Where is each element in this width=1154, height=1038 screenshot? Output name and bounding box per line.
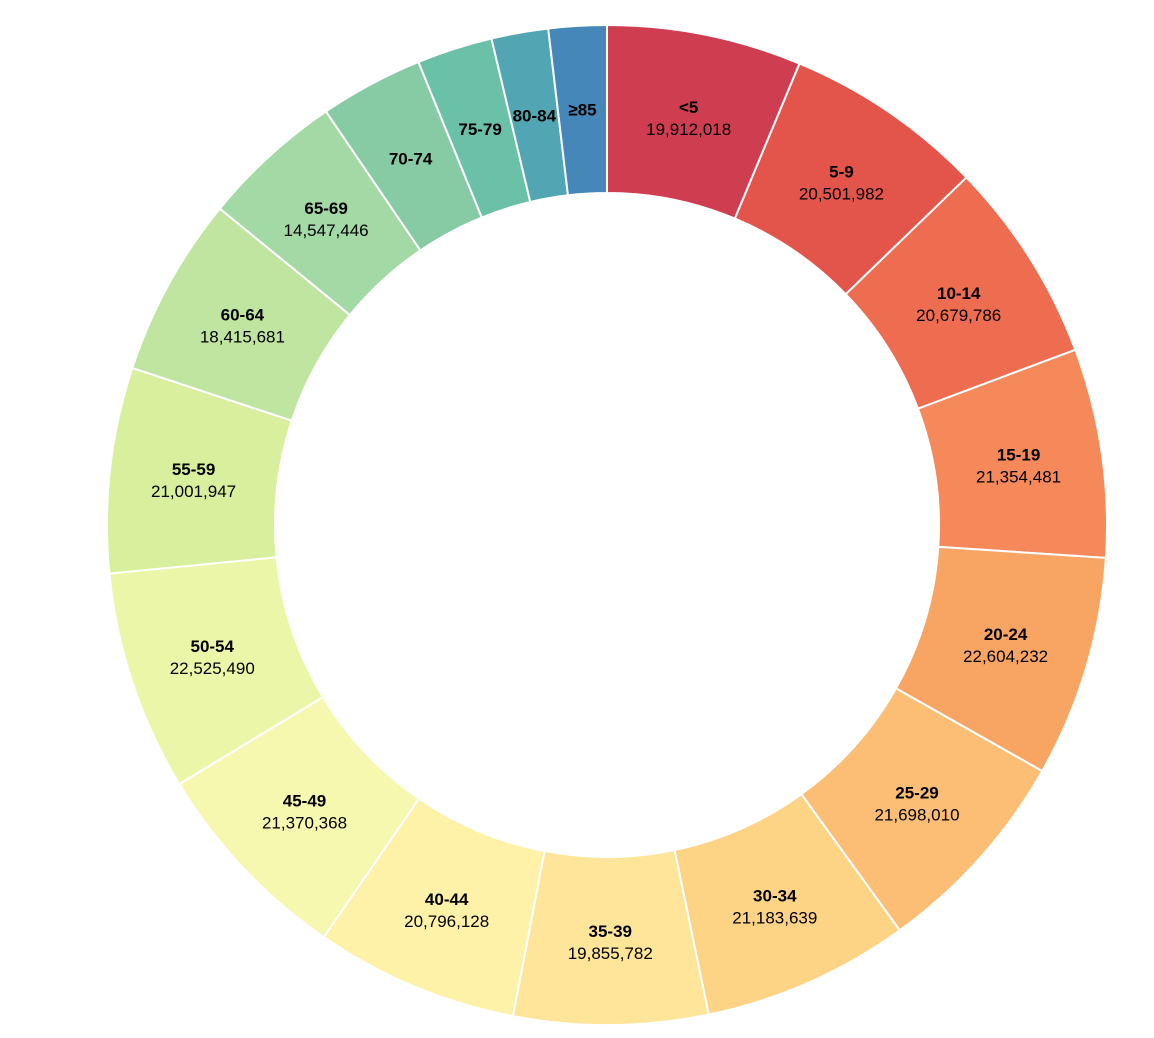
slice-label-10-14: 10-14 bbox=[937, 284, 981, 303]
slice-value-30-34: 21,183,639 bbox=[732, 909, 817, 928]
slice-label-75-79: 75-79 bbox=[458, 120, 501, 139]
slice-label-<5: <5 bbox=[679, 98, 698, 117]
slice-value-15-19: 21,354,481 bbox=[976, 467, 1061, 486]
slice-label-80-84: 80-84 bbox=[513, 106, 557, 125]
slice-value-25-29: 21,698,010 bbox=[874, 805, 959, 824]
slice-value-65-69: 14,547,446 bbox=[284, 221, 369, 240]
labels-group: <5 19,912,018 5-9 20,501,982 10-14 20,679,786… bbox=[151, 98, 1061, 963]
slice-label-50-54: 50-54 bbox=[190, 637, 234, 656]
slice-value-5-9: 20,501,982 bbox=[799, 184, 884, 203]
slice-label-5-9: 5-9 bbox=[829, 162, 854, 181]
slices-group bbox=[106, 23, 1108, 1026]
slice-value-55-59: 21,001,947 bbox=[151, 482, 236, 501]
slice-value-45-49: 21,370,368 bbox=[262, 814, 347, 833]
slice-value-40-44: 20,796,128 bbox=[404, 912, 489, 931]
slice-label-65-69: 65-69 bbox=[304, 199, 347, 218]
slice-value-60-64: 18,415,681 bbox=[200, 328, 285, 347]
slice-≥85 bbox=[547, 23, 608, 197]
slice-label-20-24: 20-24 bbox=[984, 625, 1028, 644]
slice-label-30-34: 30-34 bbox=[753, 887, 797, 906]
slice-value-20-24: 22,604,232 bbox=[963, 647, 1048, 666]
slice-value-<5: 19,912,018 bbox=[646, 120, 731, 139]
slice-label-70-74: 70-74 bbox=[389, 149, 433, 168]
slice-value-50-54: 22,525,490 bbox=[170, 659, 255, 678]
slice-label-15-19: 15-19 bbox=[997, 445, 1040, 464]
slice-label-45-49: 45-49 bbox=[283, 792, 326, 811]
slice-label-≥85: ≥85 bbox=[568, 101, 596, 120]
slice-label-40-44: 40-44 bbox=[425, 890, 469, 909]
slice-value-10-14: 20,679,786 bbox=[916, 306, 1001, 325]
slice-label-55-59: 55-59 bbox=[172, 460, 215, 479]
slice-label-60-64: 60-64 bbox=[221, 306, 265, 325]
slice-label-35-39: 35-39 bbox=[589, 922, 632, 941]
slice-label-25-29: 25-29 bbox=[895, 783, 938, 802]
slice-value-35-39: 19,855,782 bbox=[568, 944, 653, 963]
